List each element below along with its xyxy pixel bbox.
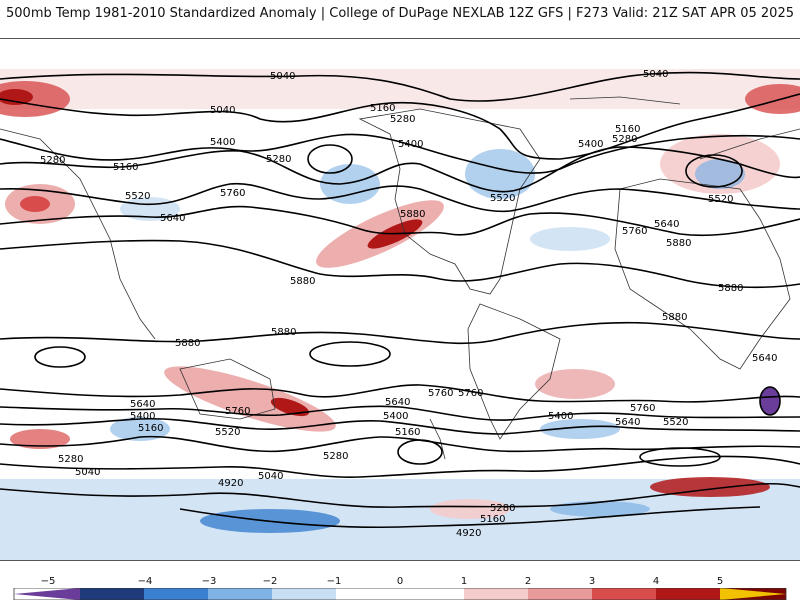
contour-label: 5280	[612, 134, 637, 145]
contour-labels: 5040 5040 5160 5280 5400 5160 5280 5520 …	[40, 69, 777, 539]
coastlines	[0, 96, 800, 460]
contour-label: 5880	[662, 312, 687, 323]
contour-label: 5760	[428, 388, 453, 399]
contour-label: 5280	[40, 155, 65, 166]
colorbar-scale	[13, 588, 787, 600]
contour-label: 5280	[490, 503, 515, 514]
contour-label: 5160	[370, 103, 395, 114]
contour-label: 5640	[654, 219, 679, 230]
contour-label: 5400	[383, 411, 408, 422]
colorbar-tick: 3	[588, 576, 596, 587]
colorbar-segment	[208, 588, 272, 600]
contour-label: 5760	[622, 226, 647, 237]
contour-label: 5040	[210, 105, 235, 116]
contour-label: 5280	[266, 154, 291, 165]
contour-label: 5760	[458, 388, 483, 399]
colorbar-segment	[336, 588, 464, 600]
contour-label: 5520	[215, 427, 240, 438]
colorbar-segment	[528, 588, 592, 600]
colorbar-segment	[272, 588, 336, 600]
contour-label: 5760	[220, 188, 245, 199]
contour-label: 5040	[258, 471, 283, 482]
contour-label: 5880	[718, 283, 743, 294]
height-contours	[0, 71, 800, 529]
colorbar-tick: 1	[460, 576, 468, 587]
contour-label: 5640	[615, 417, 640, 428]
contour-label: 5640	[752, 353, 777, 364]
colorbar-segment	[14, 588, 80, 600]
map-title: 500mb Temp 1981-2010 Standardized Anomal…	[6, 6, 505, 21]
contour-label: 5280	[58, 454, 83, 465]
colorbar-segment	[464, 588, 528, 600]
contour-label: 5400	[210, 137, 235, 148]
contour-label: 5280	[390, 114, 415, 125]
colorbar-tick: 2	[524, 576, 532, 587]
colorbar-segment	[720, 588, 786, 600]
colorbar-tick: −4	[137, 576, 153, 587]
contour-label: 5040	[643, 69, 668, 80]
contour-label: 5520	[490, 193, 515, 204]
contour-label: 5040	[270, 71, 295, 82]
header: 500mb Temp 1981-2010 Standardized Anomal…	[0, 0, 800, 30]
contour-label: 5280	[323, 451, 348, 462]
contour-label: 5160	[480, 514, 505, 525]
contour-label: 5880	[290, 276, 315, 287]
anomaly-colorbar: −5 −4 −3 −2 −1 0 1 2 3 4 5	[0, 570, 800, 600]
contour-label: 4920	[218, 478, 243, 489]
colorbar-segment	[592, 588, 656, 600]
contour-label: 5520	[125, 191, 150, 202]
map-panel: 5040 5040 5160 5280 5400 5160 5280 5520 …	[0, 38, 800, 561]
contour-label: 5520	[708, 194, 733, 205]
colorbar-tick: −2	[262, 576, 278, 587]
contour-label: 5400	[548, 411, 573, 422]
contour-label: 5880	[666, 238, 691, 249]
colorbar-tick: 0	[396, 576, 404, 587]
contour-label: 5640	[130, 399, 155, 410]
contour-label: 5880	[271, 327, 296, 338]
anomaly-map: 5040 5040 5160 5280 5400 5160 5280 5520 …	[0, 69, 800, 560]
contour-label: 5160	[615, 124, 640, 135]
contour-label: 4920	[456, 528, 481, 539]
colorbar-segment	[144, 588, 208, 600]
contour-label: 5040	[75, 467, 100, 478]
contour-label: 5640	[385, 397, 410, 408]
colorbar-tick: −3	[201, 576, 217, 587]
contour-label: 5160	[138, 423, 163, 434]
contour-label: 5760	[630, 403, 655, 414]
contour-label: 5400	[398, 139, 423, 150]
contour-label: 5880	[400, 209, 425, 220]
contour-label: 5400	[130, 411, 155, 422]
contour-label: 5640	[160, 213, 185, 224]
contour-label: 5880	[175, 338, 200, 349]
contour-label: 5760	[225, 406, 250, 417]
colorbar-segment	[80, 588, 144, 600]
contour-label: 5520	[663, 417, 688, 428]
model-run-info: 12Z GFS | F273 Valid: 21Z SAT APR 05 202…	[508, 6, 794, 21]
colorbar-segment	[656, 588, 720, 600]
colorbar-tick: 4	[652, 576, 660, 587]
colorbar-tick: 5	[716, 576, 724, 587]
colorbar-tick: −1	[326, 576, 342, 587]
colorbar-tick: −5	[40, 576, 56, 587]
contour-label: 5160	[395, 427, 420, 438]
contour-label: 5160	[113, 162, 138, 173]
contour-label: 5400	[578, 139, 603, 150]
